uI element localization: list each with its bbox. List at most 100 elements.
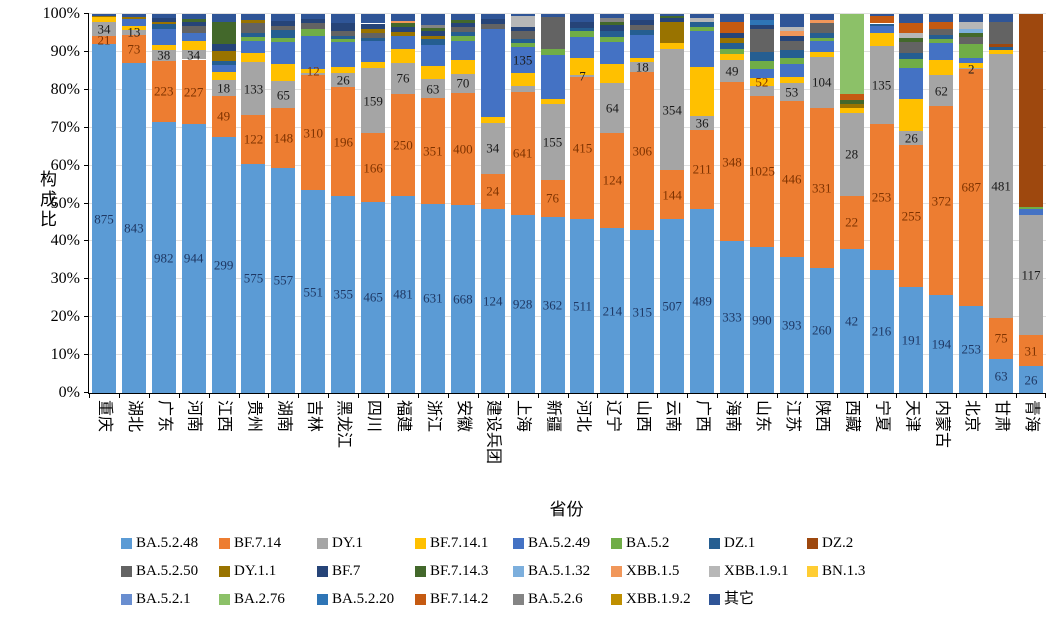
segment-BF.7.14 — [241, 115, 266, 164]
data-label: 64 — [605, 100, 619, 116]
segment-BF.7.14.1 — [749, 78, 774, 87]
segment-DY.1.1 — [719, 38, 744, 43]
x-tick-mark — [148, 393, 150, 398]
legend-item: XBB.1.5 — [611, 561, 709, 581]
y-axis-title: 构成比 — [37, 170, 56, 230]
data-label: 49 — [217, 108, 231, 124]
legend-swatch — [415, 537, 426, 549]
y-tick-mark — [84, 316, 89, 318]
segment-BA.5.2.48 — [271, 167, 296, 393]
segment-BA.5.2.50 — [630, 25, 655, 31]
x-category-label: 安徽 — [454, 400, 472, 433]
segment-BF.7.14.1 — [121, 26, 146, 30]
x-category-label: 建设兵团 — [484, 400, 502, 465]
segment-BF.7.14.1 — [91, 17, 116, 23]
segment-BA.5.2.50 — [809, 23, 834, 33]
segment-BA.5.2 — [959, 44, 984, 58]
y-tick-mark — [84, 88, 89, 90]
segment-DZ.1 — [241, 32, 266, 37]
bar-建设兵团: 124 24 34 — [480, 14, 505, 393]
data-label: 415 — [572, 140, 593, 156]
segment-BA.5.2.48 — [391, 195, 416, 393]
segment-BF.7.14 — [211, 95, 236, 138]
segment-BF.7.14.1 — [241, 52, 266, 63]
x-category-label: 海南 — [723, 400, 741, 433]
legend-swatch — [219, 537, 230, 549]
segment-BF.7.14 — [331, 87, 356, 196]
data-label: 253 — [961, 341, 981, 357]
legend-swatch — [317, 537, 328, 549]
gridline — [89, 164, 1046, 166]
segment-XBB.1.9.1 — [690, 17, 715, 22]
segment-BA.5.2.50 — [450, 27, 475, 32]
segment-BF.7.14.3 — [660, 15, 685, 18]
x-tick-mark — [417, 393, 419, 398]
segment-BF.7.14.1 — [271, 64, 296, 82]
legend-item: BA.5.2.20 — [317, 589, 415, 609]
segment-BF.7.14.1 — [151, 45, 176, 51]
x-tick-mark — [507, 393, 509, 398]
segment-DY.1 — [271, 81, 296, 108]
bar-贵州: 575 122 133 — [241, 14, 266, 393]
segment-DZ.1 — [420, 39, 445, 46]
segment-BF.7.14.1 — [779, 76, 804, 83]
segment-BF.7.14 — [510, 91, 535, 215]
bar-吉林: 551 310 12 — [301, 14, 326, 393]
segment-DZ.1 — [749, 51, 774, 62]
legend-swatch — [121, 565, 132, 577]
segment-DY.1 — [181, 49, 206, 60]
segment-DY.1 — [690, 115, 715, 130]
x-category-label: 江西 — [215, 400, 233, 433]
data-label: 1025 — [748, 163, 775, 179]
legend-swatch — [317, 565, 328, 577]
segment-DZ.1 — [989, 46, 1014, 50]
legend-item: BA.5.1.32 — [513, 561, 611, 581]
data-label: 122 — [243, 131, 264, 147]
segment-DY.1 — [1019, 214, 1044, 335]
segment-DZ.1 — [600, 31, 625, 37]
gridline — [89, 316, 1046, 318]
x-tick-mark — [358, 393, 360, 398]
data-label: 928 — [512, 296, 533, 312]
segment-其它 — [480, 14, 505, 20]
segment-DY.1.1 — [121, 17, 146, 19]
bar-福建: 481 250 76 — [391, 14, 416, 393]
segment-其它 — [331, 14, 356, 24]
segment-XBB.1.9.1 — [779, 27, 804, 32]
segment-BF.7.14 — [91, 36, 116, 45]
segment-BA.5.2.48 — [510, 214, 535, 393]
segment-BA.5.2 — [749, 61, 774, 69]
bar-天津: 191 255 26 — [899, 14, 924, 393]
segment-XBB.1.9.1 — [959, 21, 984, 30]
x-tick-mark — [1045, 393, 1046, 398]
data-label: 260 — [811, 322, 832, 338]
y-tick-mark — [84, 202, 89, 204]
segment-DZ.1 — [271, 30, 296, 38]
x-category-label: 甘肃 — [993, 400, 1011, 433]
segment-BF.7.14.1 — [809, 51, 834, 58]
x-tick-mark — [627, 393, 629, 398]
segment-BA.5.2 — [450, 35, 475, 42]
legend-item: DZ.1 — [709, 533, 807, 553]
segment-BF.7 — [211, 44, 236, 52]
legend-label: BA.5.1.32 — [528, 562, 591, 579]
data-label: 124 — [482, 293, 503, 309]
segment-DY.1.1 — [391, 32, 416, 36]
x-category-label: 宁夏 — [873, 400, 891, 433]
x-category-label: 北京 — [963, 400, 981, 433]
segment-BF.7.14.1 — [420, 65, 445, 80]
segment-DY.1.1 — [241, 20, 266, 24]
segment-BF.7.14 — [719, 82, 744, 242]
gridline — [89, 126, 1046, 128]
legend-item: BA.2.76 — [219, 589, 317, 609]
bar-江西: 299 49 18 — [211, 14, 236, 393]
segment-BA.5.2.49 — [929, 42, 954, 60]
data-label: 944 — [183, 250, 204, 266]
x-tick-mark — [537, 393, 539, 398]
segment-DZ.1 — [779, 50, 804, 58]
y-tick-label: 80% — [50, 80, 80, 98]
segment-XBB.1.5 — [391, 20, 416, 24]
x-tick-mark — [776, 393, 778, 398]
segment-BF.7.14 — [839, 195, 864, 249]
segment-其它 — [181, 14, 206, 20]
